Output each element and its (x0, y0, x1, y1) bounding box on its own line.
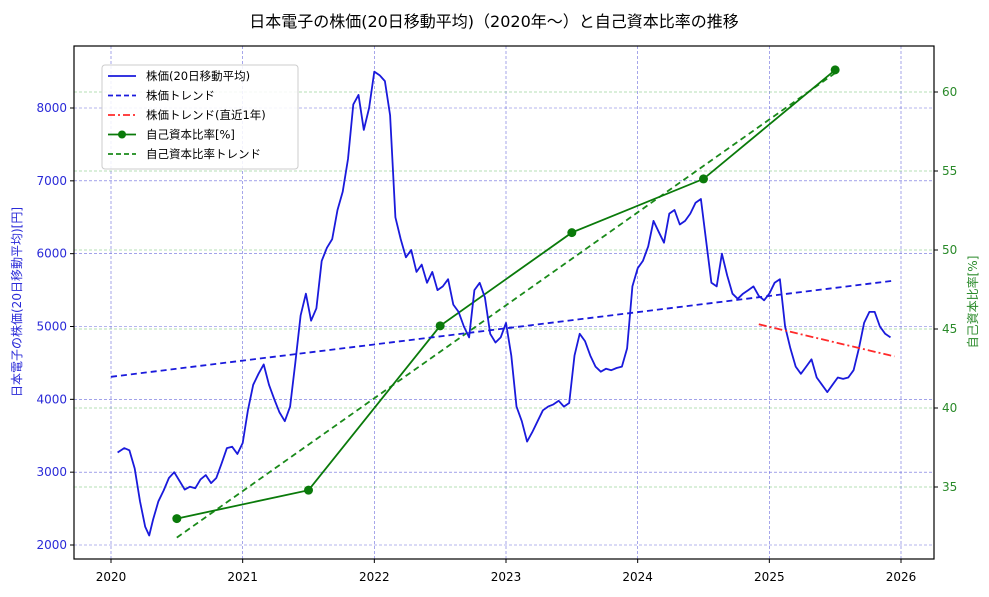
equity-ratio-marker (435, 321, 445, 331)
y-tick-label-right: 60 (942, 85, 957, 99)
y-tick-label-left: 3000 (36, 465, 67, 479)
legend-item: 株価トレンド(直近1年) (108, 108, 266, 122)
x-tick-label: 2021 (227, 570, 258, 584)
legend-label: 株価トレンド (146, 89, 215, 103)
y-tick-label-left: 6000 (36, 247, 67, 261)
x-tick-label: 2020 (96, 570, 127, 584)
x-tick-label: 2022 (359, 570, 390, 584)
equity-ratio-marker (567, 228, 577, 238)
equity-ratio-marker (304, 485, 313, 495)
legend-label: 株価(20日移動平均) (146, 69, 250, 83)
axes: 2020 2021 2022 2023 2024 2025 2026 2000 3000 4000… (36, 85, 957, 584)
chart-title: 日本電子の株価(20日移動平均)（2020年〜）と自己資本比率の推移 (249, 12, 739, 31)
legend-label: 株価トレンド(直近1年) (146, 108, 266, 122)
y-axis-label-left: 日本電子の株価(20日移動平均)[円] (9, 207, 24, 397)
plot-series (110, 65, 895, 539)
y-tick-label-left: 8000 (36, 101, 67, 115)
price-trend-recent-line (758, 323, 895, 358)
y-tick-label-right: 55 (942, 164, 957, 178)
y-tick-label-right: 35 (942, 480, 957, 494)
y-tick-label-left: 4000 (36, 392, 67, 406)
x-tick-label: 2024 (622, 570, 653, 584)
equity-ratio-line (176, 69, 836, 520)
legend-box (101, 64, 299, 170)
legend-item: 株価トレンド (108, 89, 215, 103)
price-ma-line (117, 70, 892, 537)
x-tick-label: 2025 (754, 570, 785, 584)
legend-item: 自己資本比率[%] (108, 128, 235, 142)
equity-ratio-marker (699, 174, 708, 184)
price-trend-line (110, 279, 895, 378)
x-tick-label: 2026 (886, 570, 917, 584)
y-tick-label-left: 2000 (36, 538, 67, 552)
x-tick-label: 2023 (491, 570, 522, 584)
y-tick-label-left: 7000 (36, 174, 67, 188)
legend-marker (118, 130, 126, 139)
plot-frame (73, 45, 935, 560)
y-axis-label-right: 自己資本比率[%] (965, 256, 980, 349)
equity-ratio-marker (830, 65, 840, 75)
y-tick-label-right: 50 (942, 243, 957, 257)
equity-trend-line (176, 72, 836, 539)
legend-item: 株価(20日移動平均) (108, 69, 250, 83)
y-tick-label-right: 45 (942, 322, 957, 336)
legend-item: 自己資本比率トレンド (108, 147, 261, 161)
legend-label: 自己資本比率トレンド (146, 147, 261, 161)
legend-label: 自己資本比率[%] (146, 128, 235, 142)
y-tick-label-left: 5000 (36, 320, 67, 334)
equity-ratio-marker (172, 514, 182, 524)
y-tick-label-right: 40 (942, 401, 957, 415)
